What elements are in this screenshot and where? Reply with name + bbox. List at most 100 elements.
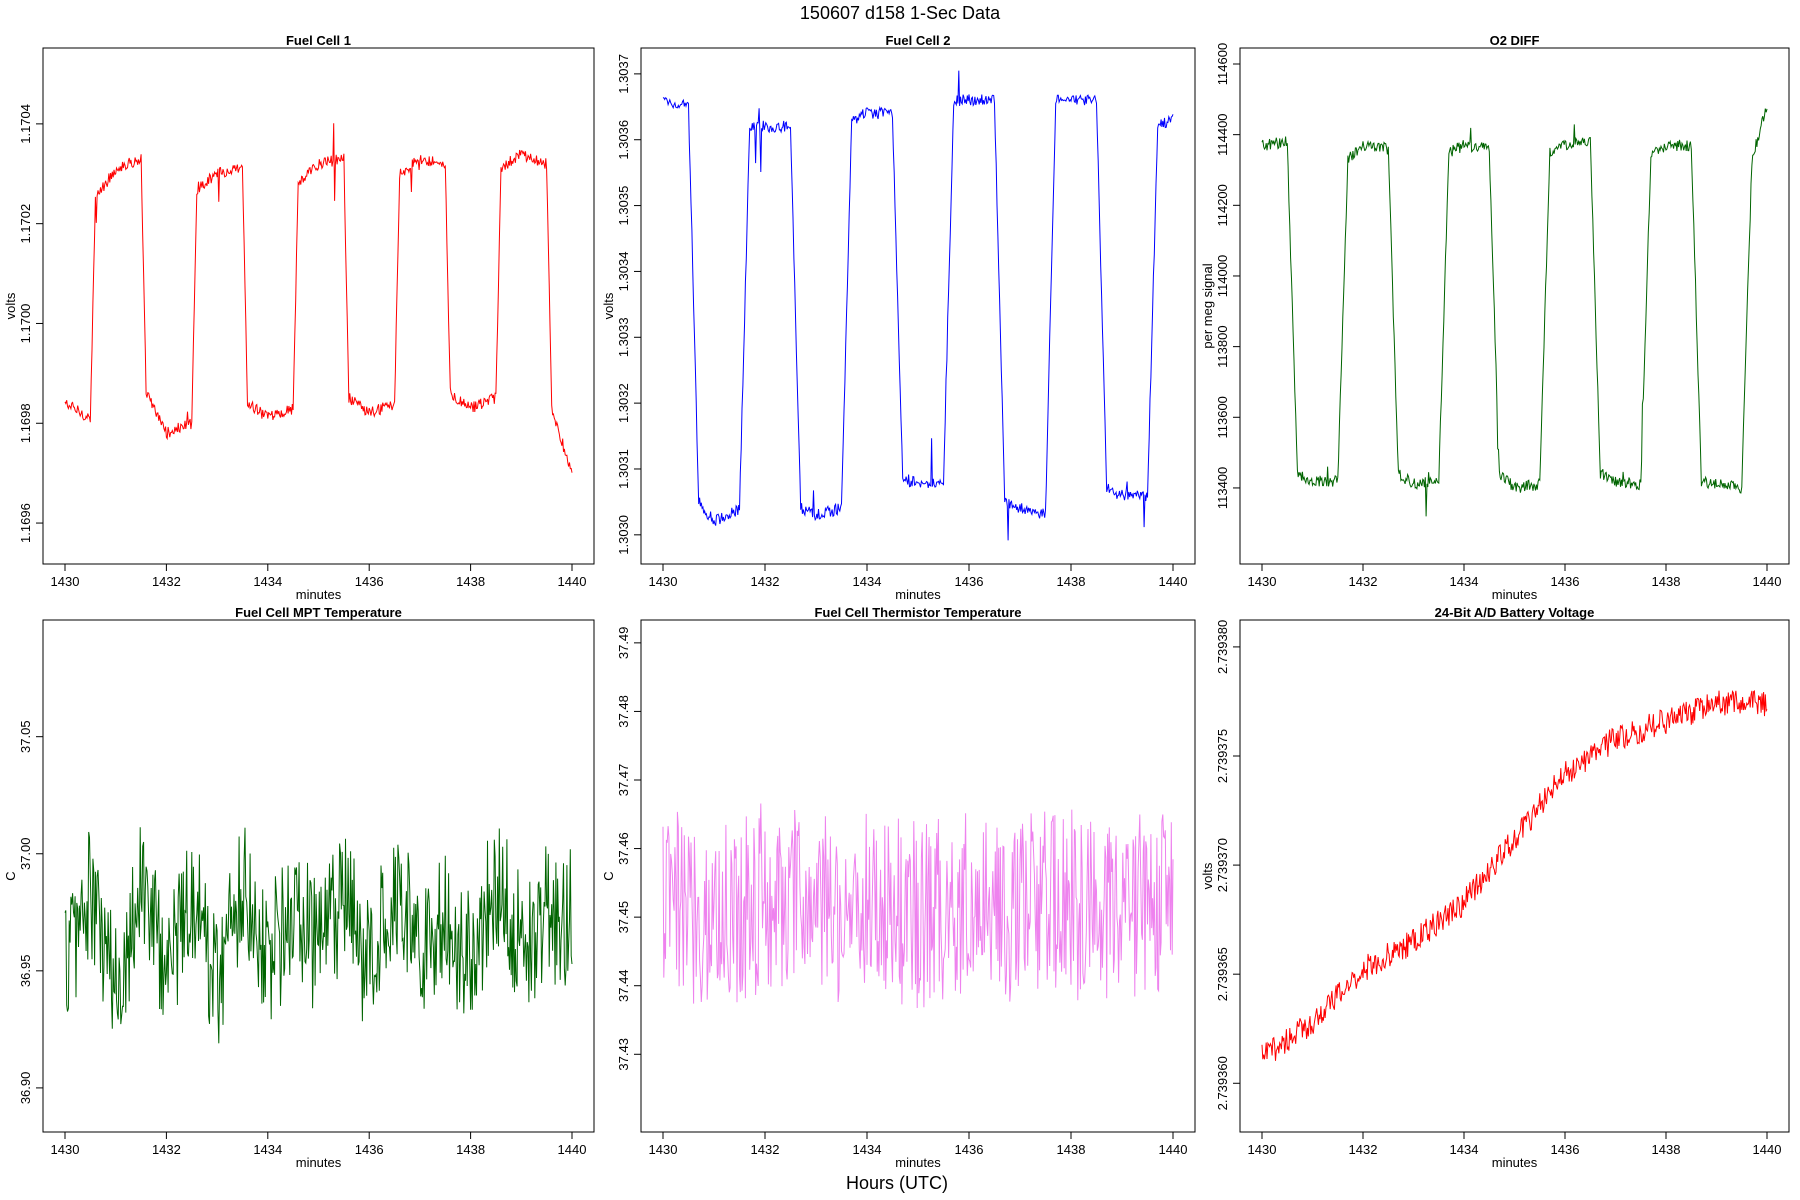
x-tick-label: 1432 <box>1349 574 1378 589</box>
y-tick-label: 1.3034 <box>616 252 631 292</box>
y-tick-label: 1.1702 <box>18 204 33 244</box>
x-tick-label: 1430 <box>1248 574 1277 589</box>
x-tick-label: 1440 <box>1159 574 1188 589</box>
x-tick-label: 1432 <box>152 1142 181 1157</box>
plot-frame <box>1239 619 1790 1133</box>
y-tick-label: 1.3033 <box>616 317 631 357</box>
x-axis-label: minutes <box>1492 587 1538 602</box>
y-tick-label: 2.739360 <box>1215 1056 1230 1110</box>
x-tick-label: 1436 <box>355 1142 384 1157</box>
y-tick-label: 113400 <box>1215 467 1230 509</box>
y-tick-label: 36.90 <box>18 1072 33 1105</box>
plot-frame <box>640 619 1196 1133</box>
y-tick-label: 1.3032 <box>616 383 631 423</box>
y-tick-label: 37.47 <box>616 764 631 797</box>
panel-4: Fuel Cell MPT Temperature 1430 1432 1434 143… <box>3 605 595 1170</box>
x-axis-label: minutes <box>895 587 941 602</box>
y-tick-label: 114400 <box>1215 113 1230 155</box>
y-tick-label: 1.3035 <box>616 186 631 226</box>
x-axis-label: minutes <box>895 1155 941 1170</box>
x-tick-label: 1440 <box>1753 1142 1782 1157</box>
y-tick-label: 114000 <box>1215 255 1230 297</box>
panels: Fuel Cell 1 1430 1432 1434 1436 1438 1440 1.169… <box>3 33 1790 1170</box>
x-tick-label: 1438 <box>1057 574 1086 589</box>
x-tick-label: 1430 <box>649 574 678 589</box>
plot-frame <box>42 619 595 1133</box>
x-tick-label: 1434 <box>1450 574 1479 589</box>
y-tick-label: 37.48 <box>616 695 631 728</box>
y-tick-label: 2.739380 <box>1215 620 1230 674</box>
plot-frame <box>640 47 1196 565</box>
x-tick-label: 1432 <box>1349 1142 1378 1157</box>
y-axis-label: C <box>3 871 18 880</box>
x-tick-label: 1430 <box>51 574 80 589</box>
y-tick-label: 37.44 <box>616 969 631 1002</box>
panel-1: Fuel Cell 1 1430 1432 1434 1436 1438 1440 1.169… <box>3 33 595 602</box>
plot-frame <box>42 47 595 565</box>
y-axis-label: C <box>601 871 616 880</box>
x-axis-label: minutes <box>296 587 342 602</box>
y-tick-label: 37.05 <box>18 720 33 753</box>
y-tick-label: 37.49 <box>616 627 631 660</box>
panel-title: Fuel Cell 1 <box>286 33 351 48</box>
x-tick-label: 1440 <box>558 1142 587 1157</box>
panel-title: Fuel Cell Thermistor Temperature <box>814 605 1021 620</box>
y-axis-label: volts <box>601 292 616 319</box>
y-tick-label: 1.1700 <box>18 304 33 344</box>
plot-frame <box>1239 47 1790 565</box>
panel-title: Fuel Cell 2 <box>885 33 950 48</box>
y-tick-label: 2.739375 <box>1215 729 1230 783</box>
x-axis-label: minutes <box>296 1155 342 1170</box>
series-line <box>662 70 1174 541</box>
x-tick-label: 1436 <box>355 574 384 589</box>
x-tick-label: 1440 <box>558 574 587 589</box>
panel-title: 24-Bit A/D Battery Voltage <box>1435 605 1595 620</box>
x-tick-label: 1440 <box>1159 1142 1188 1157</box>
x-tick-label: 1434 <box>853 574 882 589</box>
panel-6: 24-Bit A/D Battery Voltage 1430 1432 1434 14… <box>1200 605 1790 1170</box>
figure-title: 150607 d158 1-Sec Data <box>800 3 1001 23</box>
y-tick-label: 37.43 <box>616 1038 631 1071</box>
y-tick-label: 2.739365 <box>1215 947 1230 1001</box>
x-tick-label: 1438 <box>456 1142 485 1157</box>
figure-xlabel: Hours (UTC) <box>846 1173 948 1193</box>
x-tick-label: 1434 <box>253 1142 282 1157</box>
x-tick-label: 1438 <box>456 574 485 589</box>
y-tick-label: 1.1704 <box>18 104 33 144</box>
panel-title: Fuel Cell MPT Temperature <box>235 605 402 620</box>
panel-title: O2 DIFF <box>1490 33 1540 48</box>
y-tick-label: 114200 <box>1215 184 1230 226</box>
y-tick-label: 37.00 <box>18 837 33 870</box>
y-axis-label: per meg signal <box>1200 263 1215 348</box>
y-tick-label: 1.3037 <box>616 54 631 94</box>
y-tick-label: 36.95 <box>18 955 33 988</box>
x-tick-label: 1432 <box>751 574 780 589</box>
x-tick-label: 1440 <box>1753 574 1782 589</box>
y-tick-label: 37.46 <box>616 832 631 865</box>
series-line <box>64 827 573 1044</box>
series-line <box>1261 690 1768 1061</box>
x-tick-label: 1430 <box>649 1142 678 1157</box>
y-tick-label: 1.3031 <box>616 449 631 489</box>
y-tick-label: 1.3036 <box>616 120 631 160</box>
x-tick-label: 1430 <box>1248 1142 1277 1157</box>
x-axis-label: minutes <box>1492 1155 1538 1170</box>
panel-3: O2 DIFF 1430 1432 1434 1436 1438 1440 113400 113… <box>1200 33 1790 602</box>
series-line <box>1261 108 1768 517</box>
y-tick-label: 2.739370 <box>1215 838 1230 892</box>
x-tick-label: 1432 <box>751 1142 780 1157</box>
x-tick-label: 1432 <box>152 574 181 589</box>
panel-2: Fuel Cell 2 1430 1432 1434 1436 1438 1440 1.303… <box>601 33 1196 602</box>
x-tick-label: 1436 <box>1551 574 1580 589</box>
x-tick-label: 1436 <box>955 1142 984 1157</box>
y-axis-label: volts <box>1200 862 1215 889</box>
x-tick-label: 1430 <box>51 1142 80 1157</box>
panel-5: Fuel Cell Thermistor Temperature 1430 1432… <box>601 605 1196 1170</box>
x-tick-label: 1434 <box>253 574 282 589</box>
x-tick-label: 1438 <box>1057 1142 1086 1157</box>
y-tick-label: 113800 <box>1215 325 1230 367</box>
series-line <box>662 803 1174 1009</box>
x-tick-label: 1438 <box>1652 1142 1681 1157</box>
y-axis-label: volts <box>3 292 18 319</box>
